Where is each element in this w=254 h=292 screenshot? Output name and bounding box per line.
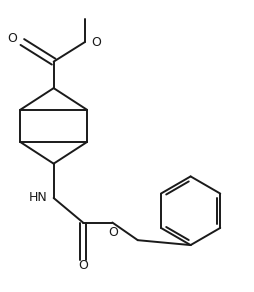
Text: HN: HN [28, 192, 47, 204]
Text: O: O [78, 259, 88, 272]
Text: O: O [108, 226, 118, 239]
Text: O: O [8, 32, 18, 45]
Text: O: O [91, 36, 101, 48]
